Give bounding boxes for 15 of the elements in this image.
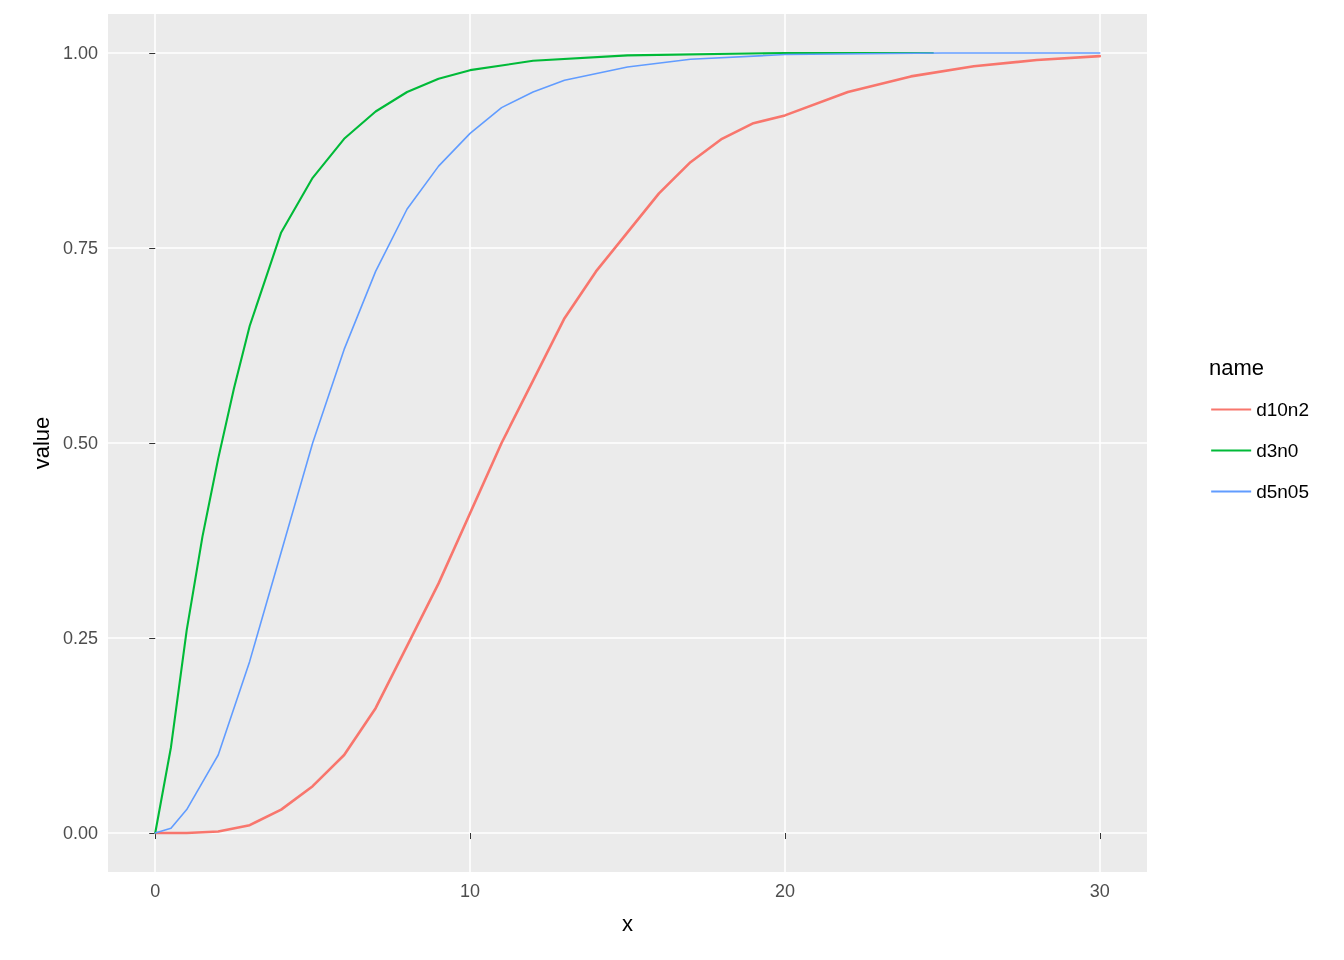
legend-label: d3n0 (1256, 440, 1299, 461)
legend-label: d10n2 (1256, 399, 1310, 420)
y-tick-label: 1.00 (62, 43, 98, 63)
y-tick-label: 0.50 (62, 433, 98, 453)
x-tick-label: 0 (150, 881, 161, 901)
x-axis-title: x (622, 910, 633, 936)
x-tick-label: 10 (460, 881, 481, 901)
x-tick-label: 30 (1089, 881, 1110, 901)
y-tick-label: 0.25 (62, 628, 98, 648)
x-tick-label: 20 (774, 881, 795, 901)
y-axis-title: value (28, 416, 54, 470)
y-tick-label: 0.75 (62, 238, 98, 258)
y-tick-label: 0.00 (62, 823, 98, 843)
legend-label: d5n05 (1256, 481, 1310, 502)
legend-title: name (1208, 354, 1265, 380)
